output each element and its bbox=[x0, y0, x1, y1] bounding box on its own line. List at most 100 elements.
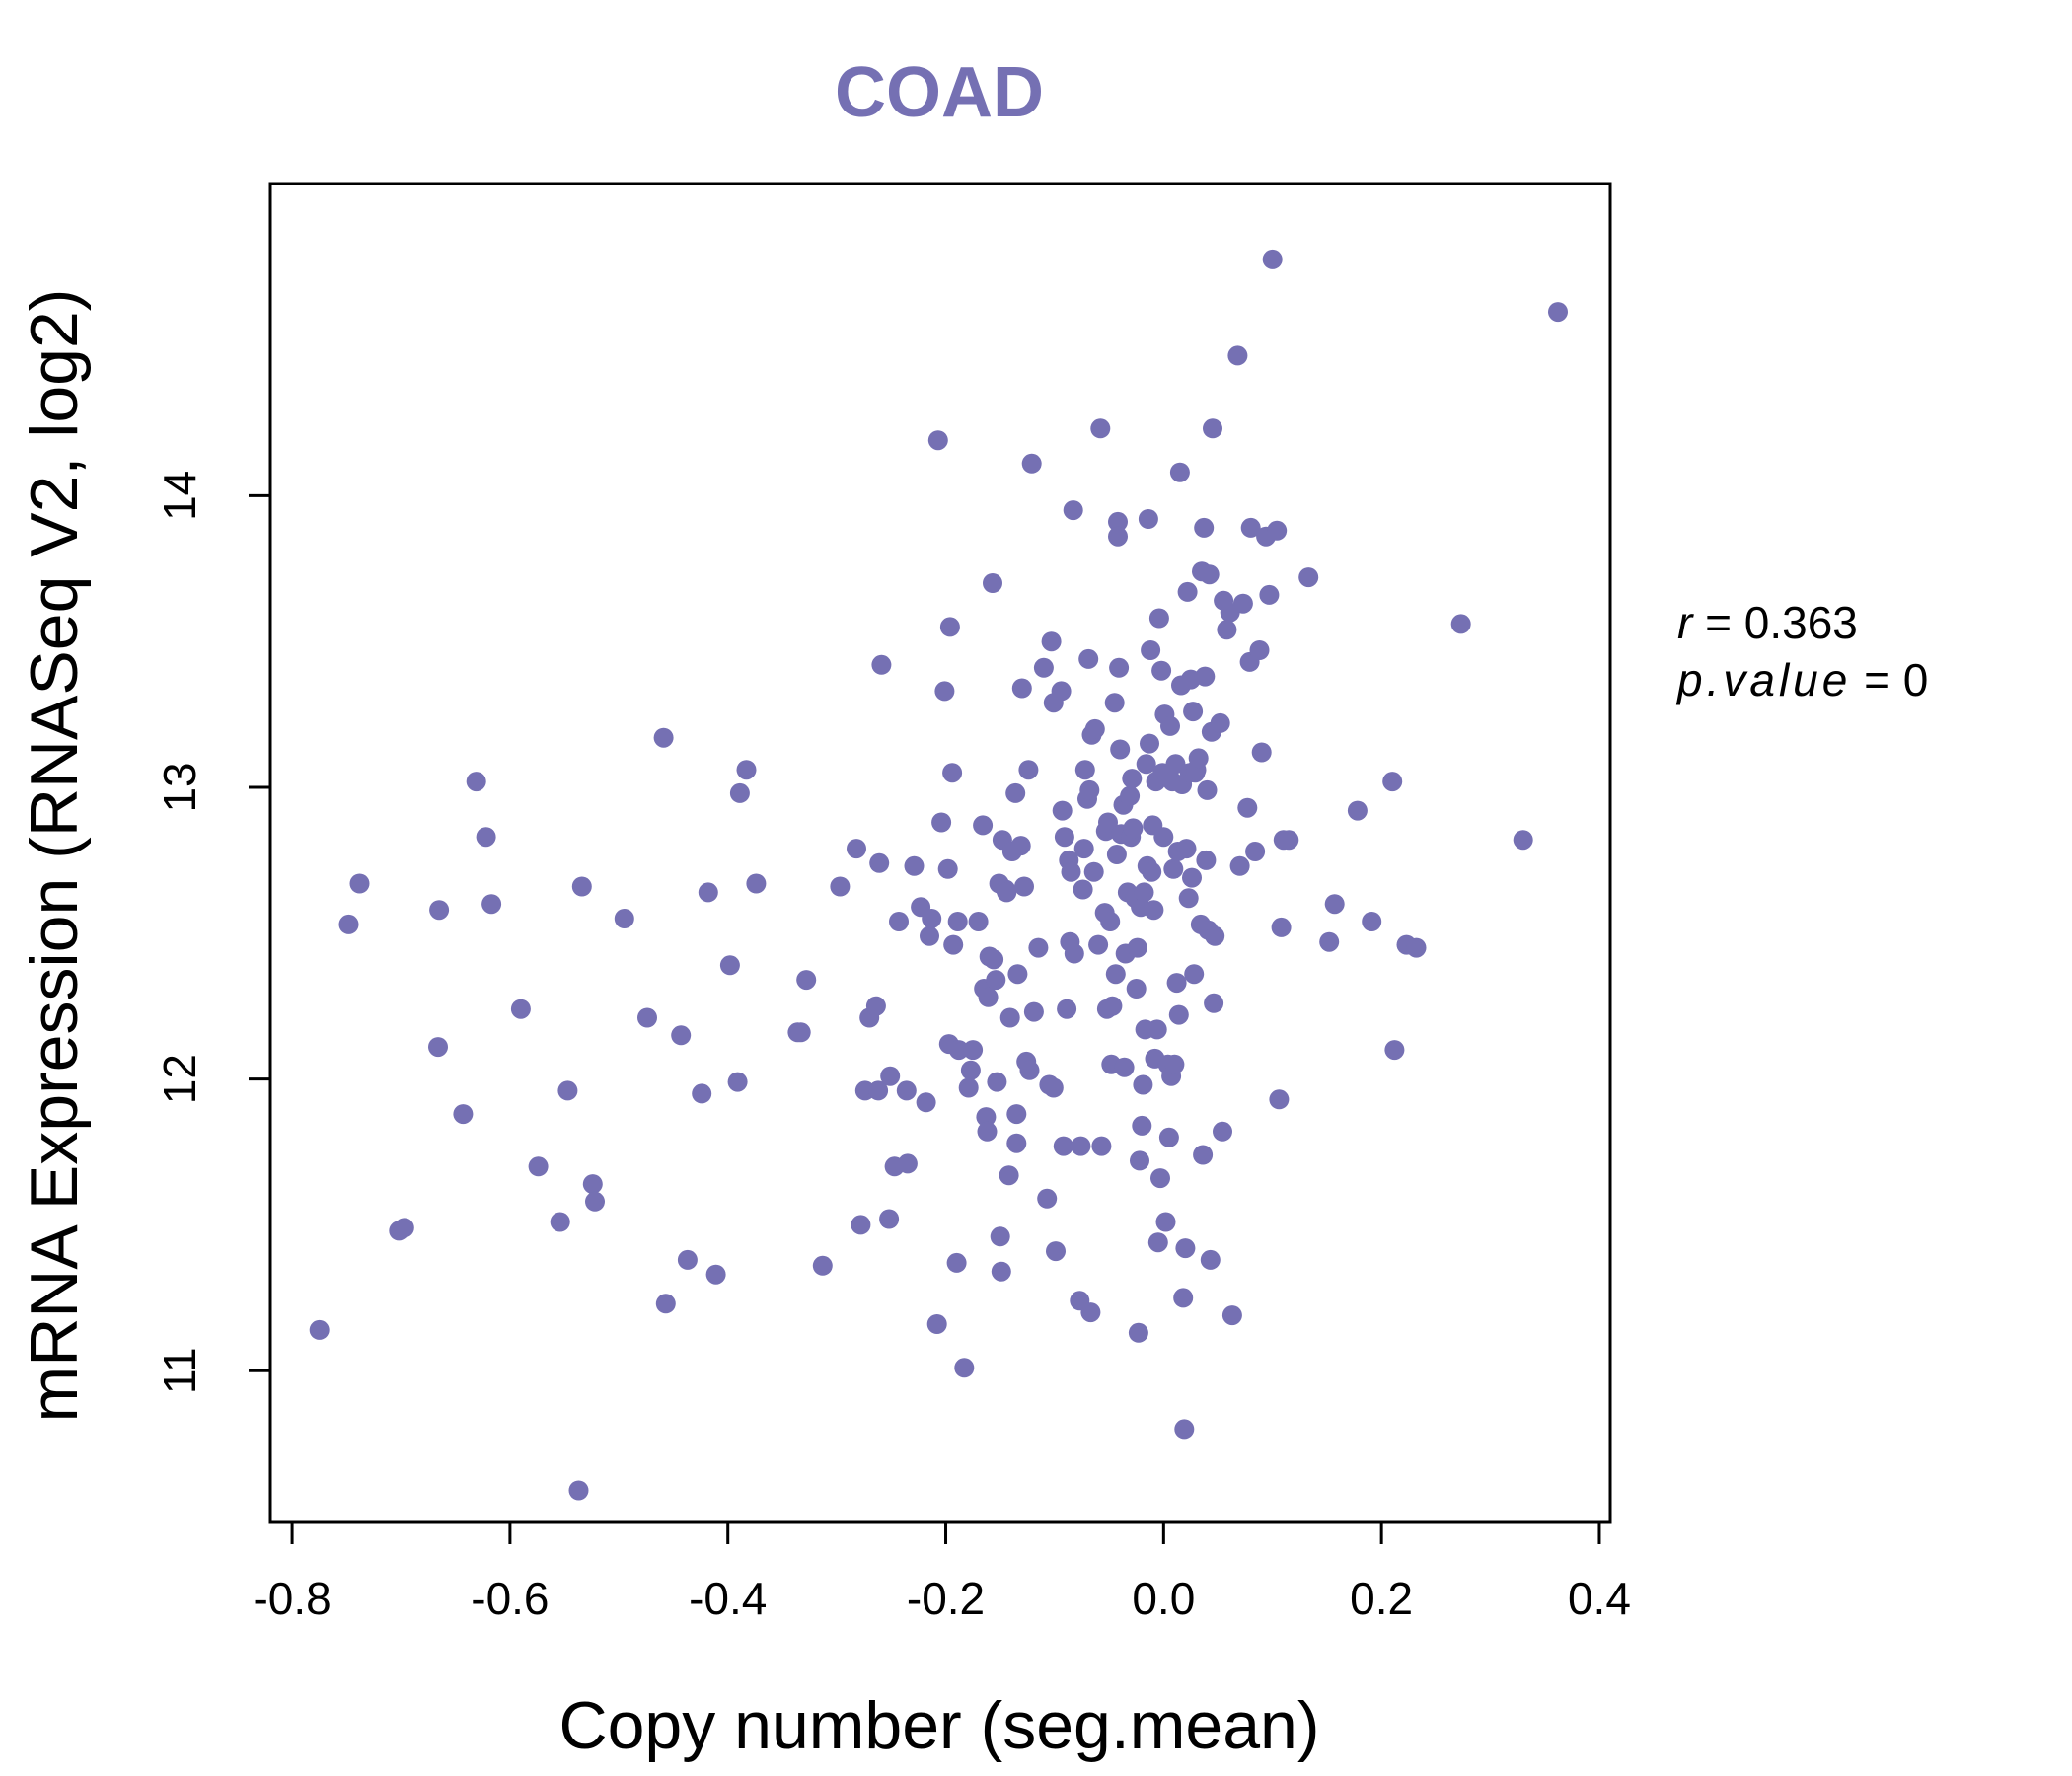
data-point-121 bbox=[1063, 500, 1083, 521]
data-point-69 bbox=[954, 1358, 975, 1378]
data-point-50 bbox=[896, 1080, 917, 1101]
y-tick-label-2: 13 bbox=[154, 762, 205, 812]
data-point-223 bbox=[1195, 666, 1216, 687]
data-point-192 bbox=[1158, 1127, 1179, 1147]
data-point-267 bbox=[1548, 302, 1568, 323]
data-point-131 bbox=[1080, 1302, 1101, 1323]
data-point-168 bbox=[1133, 1074, 1153, 1095]
data-point-76 bbox=[976, 1107, 997, 1128]
data-point-77 bbox=[977, 1121, 998, 1142]
data-point-266 bbox=[1513, 830, 1533, 851]
data-point-199 bbox=[1166, 973, 1187, 994]
x-axis: -0.8 -0.6 -0.4 -0.2 0.0 0.2 0.4 bbox=[253, 1520, 1631, 1624]
data-point-167 bbox=[1132, 1115, 1152, 1136]
data-point-0 bbox=[309, 1319, 330, 1340]
data-point-74 bbox=[973, 815, 994, 836]
x-tick-label-2: -0.4 bbox=[689, 1573, 767, 1624]
y-tick-label-1: 12 bbox=[154, 1054, 205, 1104]
x-tick-label-3: -0.2 bbox=[907, 1573, 985, 1624]
data-point-39 bbox=[851, 1215, 871, 1235]
data-point-183 bbox=[1148, 608, 1169, 629]
data-point-99 bbox=[1014, 876, 1034, 897]
data-point-63 bbox=[939, 617, 960, 637]
data-point-5 bbox=[429, 900, 450, 921]
data-point-250 bbox=[1262, 249, 1283, 269]
data-point-58 bbox=[927, 430, 948, 451]
data-point-60 bbox=[934, 681, 955, 702]
x-tick-label-4: 0.0 bbox=[1132, 1573, 1195, 1624]
data-point-135 bbox=[1088, 934, 1109, 955]
data-point-169 bbox=[1134, 882, 1154, 903]
r-equals: = bbox=[1692, 597, 1743, 648]
data-point-85 bbox=[990, 1226, 1010, 1247]
data-point-157 bbox=[1120, 785, 1141, 806]
data-point-4 bbox=[394, 1218, 414, 1238]
data-point-29 bbox=[727, 1072, 748, 1092]
p-label: p.value bbox=[1675, 654, 1851, 705]
data-point-105 bbox=[1028, 937, 1049, 958]
data-point-14 bbox=[557, 1080, 578, 1101]
data-point-215 bbox=[1184, 964, 1205, 985]
data-point-120 bbox=[1061, 861, 1081, 882]
data-point-208 bbox=[1176, 839, 1197, 859]
data-point-213 bbox=[1182, 867, 1202, 888]
r-annotation: r = 0.363 bbox=[1677, 597, 1858, 648]
data-point-149 bbox=[1108, 526, 1128, 547]
data-point-163 bbox=[1127, 937, 1147, 958]
data-point-222 bbox=[1194, 517, 1215, 538]
data-point-95 bbox=[1006, 1104, 1027, 1125]
data-point-89 bbox=[997, 882, 1017, 903]
data-point-21 bbox=[653, 727, 674, 748]
data-point-129 bbox=[1078, 648, 1099, 669]
data-point-201 bbox=[1168, 1004, 1189, 1025]
data-point-261 bbox=[1382, 772, 1403, 792]
data-point-18 bbox=[585, 1191, 605, 1212]
data-points bbox=[309, 249, 1568, 1501]
data-point-218 bbox=[1188, 748, 1209, 769]
data-point-253 bbox=[1271, 917, 1292, 937]
data-point-258 bbox=[1324, 894, 1345, 915]
data-point-146 bbox=[1105, 964, 1126, 985]
r-label: r bbox=[1677, 597, 1694, 648]
data-point-262 bbox=[1384, 1040, 1405, 1061]
p-value: 0 bbox=[1903, 654, 1929, 705]
data-point-233 bbox=[1210, 712, 1230, 733]
data-point-141 bbox=[1098, 812, 1118, 833]
r-value: 0.363 bbox=[1744, 597, 1858, 648]
data-point-117 bbox=[1057, 999, 1077, 1019]
data-point-240 bbox=[1229, 855, 1250, 876]
data-point-46 bbox=[879, 1209, 900, 1229]
data-point-184 bbox=[1150, 1168, 1170, 1189]
data-point-15 bbox=[571, 876, 592, 897]
data-point-36 bbox=[812, 1255, 833, 1276]
data-point-259 bbox=[1347, 800, 1368, 821]
data-point-189 bbox=[1155, 1212, 1176, 1232]
data-point-257 bbox=[1319, 931, 1340, 952]
data-point-57 bbox=[926, 1314, 947, 1334]
data-point-103 bbox=[1021, 453, 1042, 474]
data-point-160 bbox=[1123, 818, 1144, 839]
data-point-54 bbox=[916, 1092, 936, 1113]
data-point-165 bbox=[1130, 1150, 1149, 1171]
data-point-27 bbox=[705, 1264, 726, 1285]
data-point-134 bbox=[1084, 718, 1105, 739]
data-point-17 bbox=[582, 1174, 603, 1195]
data-point-238 bbox=[1221, 1305, 1242, 1326]
x-tick-label-5: 0.2 bbox=[1350, 1573, 1413, 1624]
data-point-230 bbox=[1203, 418, 1222, 439]
data-point-207 bbox=[1175, 1238, 1196, 1259]
data-point-10 bbox=[481, 894, 502, 915]
data-point-255 bbox=[1279, 830, 1299, 851]
data-point-181 bbox=[1147, 1019, 1167, 1040]
data-point-234 bbox=[1213, 1121, 1232, 1142]
x-tick-label-6: 0.4 bbox=[1568, 1573, 1631, 1624]
data-point-242 bbox=[1237, 797, 1258, 818]
data-point-260 bbox=[1362, 912, 1382, 931]
x-tick-label-0: -0.8 bbox=[253, 1573, 331, 1624]
data-point-147 bbox=[1106, 845, 1127, 864]
data-point-101 bbox=[1018, 760, 1039, 780]
data-point-236 bbox=[1217, 620, 1237, 640]
data-point-124 bbox=[1071, 1136, 1091, 1156]
data-point-98 bbox=[1011, 678, 1032, 699]
data-point-162 bbox=[1126, 979, 1147, 999]
